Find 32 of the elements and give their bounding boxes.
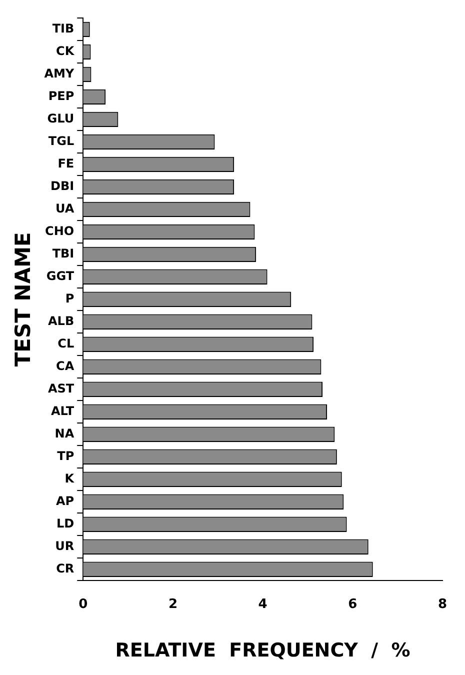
y-tick-label: ALB — [48, 314, 74, 328]
y-tick-label: CA — [56, 359, 75, 374]
x-tick-label: 2 — [168, 596, 178, 612]
x-tick-label: 4 — [258, 596, 268, 612]
y-tick-label: AST — [48, 382, 75, 396]
y-tick-label: FE — [58, 156, 74, 171]
y-tick-label: CL — [58, 336, 74, 351]
y-tick-label: UA — [55, 202, 75, 216]
y-tick-label: CK — [56, 44, 75, 58]
y-tick-label: P — [65, 292, 74, 306]
x-tick-label: 6 — [348, 596, 358, 612]
y-tick-label: UR — [55, 538, 74, 553]
y-tick-label: K — [64, 471, 75, 486]
y-tick-label: NA — [54, 426, 75, 440]
y-tick-label: ALT — [50, 404, 75, 418]
y-tick-label: TGL — [48, 134, 74, 148]
y-tick-label: TP — [57, 448, 74, 463]
y-tick-label: AMY — [44, 66, 74, 81]
y-tick-label: CR — [56, 561, 74, 576]
y-tick-label: TIB — [52, 22, 74, 36]
x-tick-label: 0 — [78, 596, 88, 612]
y-tick-label: DBI — [50, 179, 74, 194]
y-tick-label: CHO — [45, 224, 74, 238]
y-tick-label: GGT — [46, 269, 75, 284]
x-tick-label: 8 — [438, 596, 447, 612]
y-tick-label: PEP — [48, 89, 74, 104]
y-tick-label: LD — [56, 516, 74, 530]
y-axis-title: TEST NAME — [11, 232, 36, 367]
y-tick-label: AP — [56, 494, 74, 508]
y-tick-label: GLU — [47, 112, 74, 126]
y-tick-label: TBI — [52, 246, 74, 261]
x-axis-title: RELATIVE FREQUENCY / % — [115, 640, 410, 662]
